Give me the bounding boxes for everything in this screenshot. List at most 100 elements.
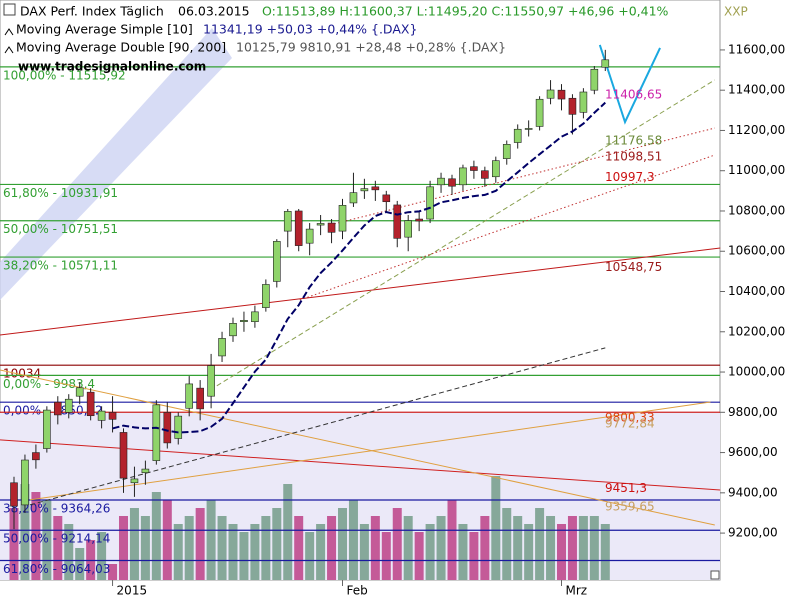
volume-bar bbox=[524, 524, 534, 580]
y-tick-label: 10600,00 bbox=[728, 244, 785, 258]
candle-body bbox=[568, 97, 577, 115]
candle-body bbox=[32, 452, 40, 461]
candle-body bbox=[546, 89, 555, 99]
candle-body bbox=[305, 228, 314, 244]
volume-bar bbox=[261, 516, 271, 580]
price-label: 9451,3 bbox=[605, 481, 647, 495]
candle-body bbox=[251, 311, 259, 323]
candle-body bbox=[535, 98, 544, 127]
title: DAX Perf. Index Täglich bbox=[20, 4, 164, 19]
level-label: 61,80% - 9064,03 bbox=[3, 562, 110, 576]
candle-body bbox=[371, 186, 380, 191]
icon bbox=[3, 3, 16, 16]
candle-body bbox=[393, 204, 402, 239]
candle-body bbox=[601, 59, 610, 68]
ohlc-summary: O:11513,89 H:11600,37 L:11495,20 C:11550… bbox=[262, 4, 669, 19]
volume-bar bbox=[305, 532, 315, 580]
price-label: 9359,65 bbox=[605, 499, 655, 513]
candle-body bbox=[119, 432, 128, 479]
volume-bar bbox=[589, 516, 599, 580]
volume-bar bbox=[381, 532, 391, 580]
x-tick-label: Feb bbox=[347, 584, 368, 598]
ma-line bbox=[112, 101, 606, 434]
candle-body bbox=[579, 91, 588, 113]
volume-bar bbox=[162, 500, 172, 580]
volume-bar bbox=[491, 476, 501, 580]
legend-name: Moving Average Double [90, 200] bbox=[16, 40, 226, 55]
candle-body bbox=[557, 89, 566, 100]
candle-body bbox=[43, 409, 51, 449]
y-tick-label: 11000,00 bbox=[728, 163, 785, 177]
trendline bbox=[299, 154, 715, 301]
candle-body bbox=[459, 167, 467, 186]
legend-icon bbox=[4, 46, 14, 54]
candle-body bbox=[97, 410, 106, 421]
candle-body bbox=[448, 178, 456, 187]
volume-bar bbox=[239, 532, 249, 580]
volume-bar bbox=[370, 516, 380, 580]
volume-bar bbox=[600, 524, 610, 580]
candle-body bbox=[294, 210, 303, 246]
volume-bar bbox=[436, 516, 446, 580]
volume-bar bbox=[414, 532, 424, 580]
volume-bar bbox=[9, 508, 19, 580]
candle-body bbox=[152, 404, 161, 461]
candle-body bbox=[196, 387, 204, 410]
candle-body bbox=[75, 387, 84, 397]
volume-bar bbox=[31, 492, 41, 580]
candle-body bbox=[502, 144, 511, 159]
price-label: 9772,84 bbox=[605, 416, 655, 430]
candle-body bbox=[327, 222, 336, 233]
y-tick-label: 11600,00 bbox=[728, 42, 785, 56]
trendline bbox=[0, 369, 715, 526]
volume-bar bbox=[53, 516, 63, 580]
candle-body bbox=[64, 398, 73, 413]
volume-bar bbox=[283, 484, 293, 580]
trendline bbox=[209, 79, 716, 391]
candle-body bbox=[218, 338, 226, 357]
volume-bar bbox=[173, 524, 183, 580]
candle-body bbox=[21, 459, 29, 506]
candle-body bbox=[360, 188, 369, 192]
candle-body bbox=[426, 186, 434, 220]
volume-bar bbox=[359, 524, 369, 580]
volume-bar bbox=[316, 524, 326, 580]
candle-body bbox=[283, 211, 292, 232]
volume-bar bbox=[294, 516, 304, 580]
volume-bar bbox=[250, 524, 260, 580]
price-label: 11406,65 bbox=[605, 87, 662, 101]
volume-bar bbox=[217, 516, 227, 580]
candle-body bbox=[141, 468, 150, 473]
watermark: www.tradesignalonline.com bbox=[18, 60, 206, 74]
volume-bar bbox=[578, 516, 588, 580]
corner-icon bbox=[710, 570, 720, 580]
volume-bar bbox=[228, 524, 238, 580]
candle-body bbox=[10, 482, 18, 507]
y-tick-label: 9400,00 bbox=[728, 485, 778, 499]
candle-body bbox=[174, 415, 183, 439]
price-label: 11176,58 bbox=[605, 134, 662, 148]
candle-body bbox=[108, 412, 117, 420]
candle-body bbox=[382, 194, 391, 203]
volume-bar bbox=[546, 516, 556, 580]
volume-bar bbox=[206, 500, 216, 580]
candle-body bbox=[163, 412, 172, 444]
trendline bbox=[29, 401, 711, 501]
volume-bar bbox=[567, 516, 577, 580]
volume-bar bbox=[42, 500, 52, 580]
volume-bar bbox=[64, 524, 74, 580]
price-label: 10548,75 bbox=[605, 260, 662, 274]
candle-body bbox=[470, 166, 478, 171]
volume-bar bbox=[338, 508, 347, 580]
y-tick-label: 10200,00 bbox=[728, 324, 785, 338]
candle-body bbox=[262, 284, 270, 308]
legend-icon bbox=[4, 28, 14, 36]
volume-bar bbox=[119, 516, 128, 580]
volume-bar bbox=[272, 508, 282, 580]
y-tick-label: 9200,00 bbox=[728, 526, 778, 540]
channel bbox=[0, 28, 232, 300]
level-label: 0,00% - 9983,4 bbox=[3, 377, 95, 391]
volume-bar bbox=[195, 508, 205, 580]
y-tick-label: 9800,00 bbox=[728, 405, 778, 419]
volume-bar bbox=[502, 508, 512, 580]
